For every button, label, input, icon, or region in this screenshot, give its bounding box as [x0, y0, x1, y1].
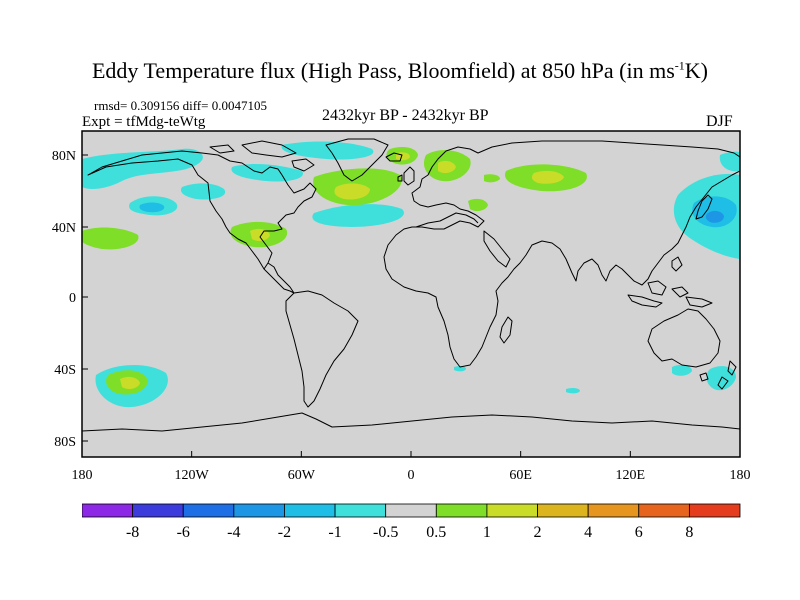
- coast-north-america: [87, 150, 317, 270]
- colorbar-label: -2: [278, 524, 291, 541]
- field-green-pacific: [82, 227, 139, 250]
- colorbar-boxes: [82, 503, 741, 518]
- title-superscript: -1: [674, 58, 685, 73]
- colorbar-label: 2: [534, 524, 542, 541]
- colorbar-label: -8: [126, 524, 139, 541]
- field-green-iran: [484, 174, 500, 183]
- colorbar-box: [233, 503, 285, 518]
- field-cyan-kamchatka: [719, 151, 740, 172]
- coast-madagascar: [499, 316, 513, 344]
- field-yg-northatl: [334, 183, 370, 200]
- coast-iceland: [385, 152, 403, 162]
- lat-tick-label: 80N: [52, 149, 76, 164]
- field-cyan-southindian: [566, 387, 580, 394]
- world-map: 80N 40N 0 40S 80S 180 120W 60W 0 60E 120E 180: [52, 130, 751, 483]
- coast-greenland: [325, 138, 389, 182]
- coastline-layer: [82, 138, 740, 432]
- coast-uk: [397, 166, 415, 186]
- coast-new-zealand: [717, 360, 737, 390]
- colorbar: -8 -6 -4 -2 -1 -0.5 0.5 1 2 4 6 8: [82, 503, 741, 541]
- lon-tick-label: 180: [730, 468, 751, 483]
- colorbar-box: [537, 503, 589, 518]
- colorbar-box: [182, 503, 235, 518]
- season-label: DJF: [706, 113, 733, 130]
- colorbar-box: [385, 503, 437, 518]
- colorbar-labels: -8 -6 -4 -2 -1 -0.5 0.5 1 2 4 6 8: [126, 524, 693, 541]
- colorbar-box: [688, 503, 741, 518]
- lat-tick-label: 40N: [52, 221, 76, 236]
- field-yg-southpac: [120, 376, 140, 390]
- colorbar-box: [132, 503, 184, 518]
- lon-tick-label: 0: [408, 468, 415, 483]
- coast-arabia: [483, 230, 511, 268]
- colorbar-label: 6: [635, 524, 643, 541]
- period-label: 2432kyr BP - 2432kyr BP: [322, 107, 489, 124]
- colorbar-box: [334, 503, 387, 518]
- experiment-label: Expt = tfMdg-teWtg: [82, 114, 206, 130]
- lon-tick-label: 120E: [616, 468, 646, 483]
- field-yg-siberia: [531, 170, 564, 184]
- lon-tick-label: 120W: [175, 468, 210, 483]
- lon-tick-label: 180: [72, 468, 93, 483]
- colorbar-label: 4: [584, 524, 592, 541]
- colorbar-label: -0.5: [373, 524, 398, 541]
- lat-tick-label: 0: [69, 291, 76, 306]
- coast-indonesia: [627, 256, 713, 308]
- coast-south-america: [285, 290, 359, 408]
- map-background: [82, 131, 740, 457]
- coast-antarctica: [82, 412, 740, 432]
- field-cyan-alaska: [82, 148, 203, 189]
- stats-label: rmsd= 0.309156 diff= 0.0047105: [94, 98, 267, 113]
- coast-mediterranean: [415, 212, 479, 228]
- longitude-axis: 180 120W 60W 0 60E 120E 180: [72, 451, 751, 483]
- field-lightblue-northpac: [139, 202, 165, 213]
- lon-tick-label: 60E: [509, 468, 532, 483]
- lat-tick-label: 40S: [54, 363, 76, 378]
- lon-tick-label: 60W: [288, 468, 316, 483]
- field-cyan-southatl: [454, 365, 466, 372]
- field-cyan-gulf: [180, 183, 226, 200]
- coast-australia: [647, 308, 721, 368]
- colorbar-label: 0.5: [426, 524, 446, 541]
- colorbar-label: -6: [177, 524, 190, 541]
- lat-tick-label: 80S: [54, 435, 76, 450]
- latitude-axis: 80N 40N 0 40S 80S: [52, 149, 88, 450]
- colorbar-box: [284, 503, 336, 518]
- colorbar-box: [638, 503, 690, 518]
- coast-eurasia-africa: [383, 140, 740, 368]
- colorbar-label: -1: [328, 524, 341, 541]
- coast-arctic-islands: [209, 140, 315, 172]
- field-green-baltic: [468, 198, 488, 212]
- title-prefix: Eddy Temperature flux (High Pass, Bloomf…: [91, 58, 675, 83]
- field-blue-japan: [705, 210, 724, 223]
- colorbar-label: -4: [227, 524, 240, 541]
- field-cyan-greenland: [281, 141, 374, 160]
- field-cyan-tasman: [672, 364, 692, 376]
- field-yg-scandinavia: [438, 160, 456, 174]
- coast-tasmania: [699, 372, 709, 382]
- field-cyan-atlantic: [312, 204, 404, 227]
- colorbar-label: 1: [483, 524, 491, 541]
- chart-title: Eddy Temperature flux (High Pass, Bloomf…: [0, 58, 800, 84]
- title-suffix: K): [684, 58, 708, 83]
- colorbar-label: 8: [685, 524, 693, 541]
- colorbar-box: [435, 503, 488, 518]
- colorbar-box: [587, 503, 640, 518]
- field-yg-gulfmex: [250, 228, 270, 242]
- coast-japan: [695, 194, 713, 220]
- colorbar-box: [486, 503, 538, 518]
- colorbar-box: [82, 503, 134, 518]
